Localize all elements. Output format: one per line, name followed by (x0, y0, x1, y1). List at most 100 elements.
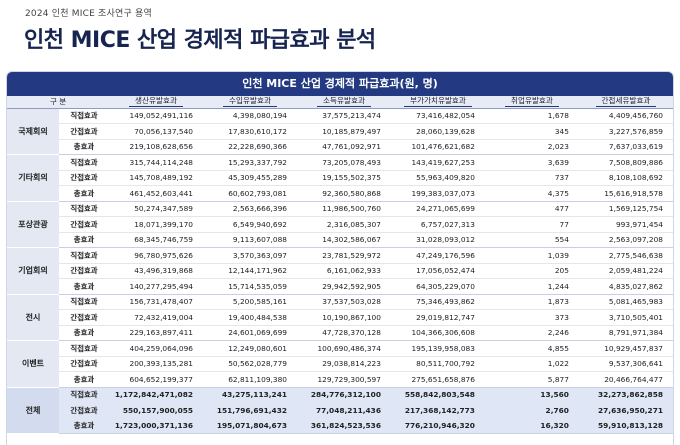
table-cell: 6,161,062,933 (296, 263, 391, 279)
table-cell: 47,761,092,971 (296, 139, 391, 155)
table-cell: 558,842,803,548 (390, 387, 485, 403)
table-cell: 24,601,069,699 (203, 325, 297, 341)
table-cell: 1,022 (484, 356, 579, 372)
table-cell: 50,562,028,779 (203, 356, 297, 372)
table-cell: 7,508,809,886 (578, 154, 673, 171)
column-header-label: 소득유발효과 (317, 96, 371, 108)
table-cell: 993,971,454 (578, 216, 673, 233)
table-row: 간접효과 200,393,135,281 50,562,028,779 29,038,… (7, 356, 673, 372)
table-cell: 477 (484, 201, 579, 217)
table-cell: 2,246 (484, 325, 579, 341)
effect-type-label: 간접효과 (59, 356, 110, 372)
column-header-label: 생산유발효과 (129, 96, 183, 108)
table-cell: 1,873 (484, 294, 579, 310)
table-cell: 2,023 (484, 139, 579, 155)
table-cell: 205 (484, 263, 579, 279)
table-cell: 8,108,108,692 (578, 170, 673, 186)
table-cell: 4,855 (484, 340, 579, 357)
table-cell: 219,108,628,656 (109, 139, 203, 155)
table-cell: 404,259,064,096 (109, 340, 203, 357)
table-row: 기타회의 직접효과 315,744,114,248 15,293,337,792 73,… (7, 154, 673, 202)
effect-type-label: 직접효과 (59, 340, 110, 357)
effect-type-label: 직접효과 (59, 294, 110, 310)
table-cell: 27,636,950,271 (578, 402, 673, 419)
table-cell: 12,144,171,962 (203, 263, 297, 279)
table-cell: 3,710,505,401 (578, 309, 673, 326)
table-row: 전체 직접효과 1,172,842,471,082 43,275,113,241 284… (7, 387, 673, 434)
table-cell: 62,811,109,380 (203, 371, 297, 388)
table-cell: 3,570,363,097 (203, 247, 297, 264)
table-cell: 29,019,812,747 (390, 309, 485, 326)
table-cell: 1,569,125,754 (578, 201, 673, 217)
table-cell: 5,081,465,983 (578, 294, 673, 310)
group-label: 기타회의 (7, 154, 59, 202)
table-cell: 101,476,621,682 (390, 139, 485, 155)
effect-type-label: 총효과 (59, 371, 110, 388)
effect-type-label: 간접효과 (59, 170, 110, 186)
table-cell: 10,185,879,497 (296, 123, 391, 140)
effect-type-label: 간접효과 (59, 123, 110, 140)
effect-type-label: 직접효과 (59, 387, 110, 403)
group-label: 포상관광 (7, 201, 59, 248)
table-body: 국제회의 직접효과 149,052,491,116 4,398,080,194 37,5… (7, 108, 673, 434)
table-cell: 68,345,746,759 (109, 232, 203, 248)
table-row: 기업회의 직접효과 96,780,975,626 3,570,363,097 23,78… (7, 247, 673, 295)
table-cell: 195,071,804,673 (203, 418, 297, 434)
table-cell: 32,273,862,858 (578, 387, 673, 403)
table-row: 간접효과 550,157,900,055 151,796,691,432 77,048… (7, 402, 673, 419)
table-cell: 5,877 (484, 371, 579, 388)
table-cell: 373 (484, 309, 579, 326)
column-header: 취업유발효과 (484, 96, 579, 109)
table-cell: 195,139,958,083 (390, 340, 485, 357)
group-column-header: 구 분 (7, 96, 110, 109)
table-cell: 13,560 (484, 387, 579, 403)
table-cell: 24,271,065,699 (390, 201, 485, 217)
table-cell: 15,616,918,578 (578, 185, 673, 202)
table-row: 총효과 229,163,897,411 24,601,069,699 47,728,3… (7, 325, 673, 341)
column-header: 생산유발효과 (109, 96, 203, 109)
column-header: 간접세유발효과 (578, 96, 673, 109)
group-label: 이벤트 (7, 340, 59, 388)
table-cell: 737 (484, 170, 579, 186)
table-cell: 28,060,139,628 (390, 123, 485, 140)
table-cell: 550,157,900,055 (109, 402, 203, 419)
table-row: 간접효과 43,496,319,868 12,144,171,962 6,161,06… (7, 263, 673, 279)
table-cell: 72,432,419,004 (109, 309, 203, 326)
table-cell: 47,249,176,596 (390, 247, 485, 264)
table-cell: 4,835,027,862 (578, 278, 673, 295)
table-caption: 인천 MICE 산업 경제적 파급효과(원, 명) (7, 72, 673, 96)
table-cell: 60,602,793,081 (203, 185, 297, 202)
table-cell: 43,275,113,241 (203, 387, 297, 403)
table-cell: 12,249,080,601 (203, 340, 297, 357)
column-header: 수입유발효과 (203, 96, 297, 109)
table-cell: 23,781,529,972 (296, 247, 391, 264)
group-label: 전시 (7, 294, 59, 341)
impact-table: 구 분 생산유발효과 수입유발효과 소득유발효과 부가가치유발효과 취업유발효과… (7, 96, 673, 434)
table-cell: 3,227,576,859 (578, 123, 673, 140)
effect-type-label: 총효과 (59, 185, 110, 202)
table-cell: 2,760 (484, 402, 579, 419)
table-cell: 284,776,312,100 (296, 387, 391, 403)
effect-type-label: 총효과 (59, 278, 110, 295)
table-cell: 7,637,033,619 (578, 139, 673, 155)
table-cell: 149,052,491,116 (109, 108, 203, 124)
table-cell: 80,511,700,792 (390, 356, 485, 372)
table-cell: 156,731,478,407 (109, 294, 203, 310)
table-row: 총효과 604,652,199,377 62,811,109,380 129,729,… (7, 371, 673, 388)
table-cell: 19,155,502,375 (296, 170, 391, 186)
column-header: 소득유발효과 (296, 96, 391, 109)
effect-type-label: 총효과 (59, 418, 110, 434)
table-cell: 77 (484, 216, 579, 233)
table-cell: 275,651,658,876 (390, 371, 485, 388)
table-cell: 345 (484, 123, 579, 140)
table-row: 국제회의 직접효과 149,052,491,116 4,398,080,194 37,5… (7, 108, 673, 155)
table-cell: 50,274,347,589 (109, 201, 203, 217)
table-cell: 2,059,481,224 (578, 263, 673, 279)
table-cell: 6,549,940,692 (203, 216, 297, 233)
table-row: 포상관광 직접효과 50,274,347,589 2,563,666,396 11,98… (7, 201, 673, 248)
table-row: 총효과 461,452,603,441 60,602,793,081 92,360,5… (7, 185, 673, 202)
table-cell: 17,830,610,172 (203, 123, 297, 140)
table-cell: 4,398,080,194 (203, 108, 297, 124)
table-cell: 59,910,813,128 (578, 418, 673, 434)
table-cell: 151,796,691,432 (203, 402, 297, 419)
